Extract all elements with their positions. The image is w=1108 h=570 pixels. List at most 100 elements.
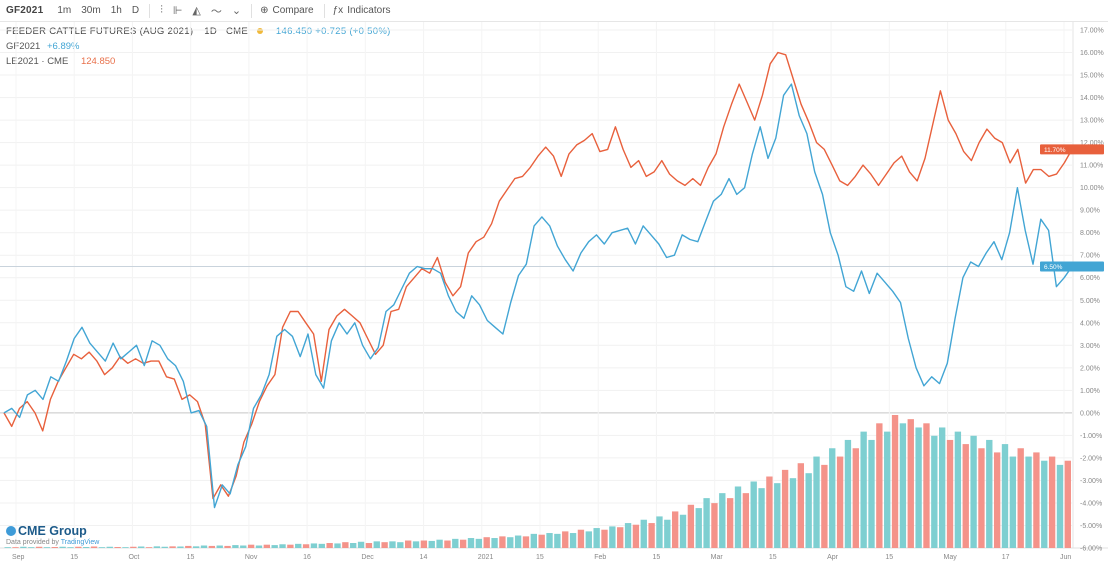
volume-bar (546, 533, 553, 548)
y-tick-label: -6.00% (1080, 546, 1102, 553)
volume-bar (232, 545, 239, 548)
volume-bar (836, 456, 844, 548)
volume-bar (499, 536, 506, 548)
volume-bar (310, 543, 318, 548)
grid-lines (0, 22, 1108, 549)
volume-bar (585, 531, 592, 548)
y-tick-label: -3.00% (1080, 478, 1102, 485)
volume-bar (844, 439, 852, 548)
volume-bar (758, 488, 765, 548)
price-tag-label-1: 11.70% (1044, 147, 1066, 154)
volume-bar (216, 545, 223, 548)
volume-bar (240, 545, 247, 548)
legend-exchange: CME (225, 26, 248, 37)
y-tick-label: 2.00% (1080, 365, 1100, 372)
legend-series-2: GF2021 +6.89% (6, 41, 79, 52)
line-style-icon[interactable]: 〜 (210, 5, 222, 18)
volume-bar (106, 546, 113, 548)
x-tick-label: 15 (187, 554, 195, 561)
volume-bar (931, 435, 938, 548)
volume-bar (562, 531, 569, 548)
interval-1h[interactable]: 1h (110, 5, 122, 16)
volume-bar (719, 493, 726, 548)
volume-bar (703, 498, 710, 548)
volume-bar (420, 540, 428, 548)
toolbar-divider (323, 3, 325, 18)
area-style-icon[interactable]: ◭ (192, 5, 201, 17)
volume-bar (381, 542, 388, 548)
volume-bar (483, 537, 490, 548)
volume-bar (114, 547, 121, 548)
volume-bar (679, 514, 687, 548)
volume-bar (805, 473, 812, 548)
candles-style-icon[interactable]: ⊩ (172, 5, 183, 17)
x-axis: Sep 15 Oct 15 Nov 16 Dec 14 2021 15 Feb 15 Mar 15 Apr 1… (12, 554, 1071, 561)
plus-circle-icon: ⊕ (260, 5, 269, 16)
volume-bar (593, 528, 600, 548)
volume-bar (876, 423, 883, 548)
volume-bar (295, 543, 302, 548)
volume-bar (20, 546, 27, 548)
volume-bar (954, 431, 962, 548)
chevron-down-icon[interactable]: ⌄ (231, 5, 242, 17)
y-axis: 17.00% 16.00% 15.00% 14.00% 13.00% 12.00% 11.0… (1080, 28, 1104, 553)
volume-bar (907, 419, 914, 548)
volume-bar (185, 545, 192, 548)
volume-bar (318, 543, 325, 548)
y-tick-label: -5.00% (1080, 523, 1102, 530)
x-tick-label: 15 (652, 554, 660, 561)
volume-bar (923, 423, 930, 548)
volume-bar (852, 448, 859, 548)
volume-bar (774, 483, 781, 548)
volume-bar (365, 543, 373, 548)
volume-bar (687, 504, 695, 548)
y-tick-label: 7.00% (1080, 253, 1100, 260)
volume-bar (90, 546, 98, 548)
logo-brand: CME Group (18, 524, 87, 538)
y-tick-label: 11.00% (1080, 163, 1103, 170)
volume-bar (255, 545, 263, 548)
x-tick-label: Sep (12, 554, 25, 561)
volume-bar (467, 538, 475, 548)
volume-bar (326, 543, 333, 548)
volume-bar (405, 540, 412, 548)
volume-bar (28, 547, 35, 548)
volume-bar (138, 546, 145, 548)
volume-bar (899, 423, 907, 548)
volume-bar (656, 516, 663, 548)
volume-bar (648, 523, 655, 548)
series-line-1 (3, 51, 1073, 500)
price-tag-1 (1040, 144, 1104, 155)
volume-bar (577, 529, 585, 548)
y-tick-label: 4.00% (1080, 320, 1100, 327)
volume-bar (247, 544, 255, 548)
volume-bar (1025, 456, 1032, 548)
x-tick-label: Jun (1060, 554, 1071, 561)
volume-bar (538, 534, 545, 548)
bars-style-icon[interactable]: ⫶ (160, 4, 163, 16)
y-tick-label: 10.00% (1080, 185, 1104, 192)
legend-series3-value: 124.850 (80, 56, 116, 67)
volume-bar (98, 547, 106, 548)
volume-bar (1041, 460, 1048, 548)
volume-bar (813, 456, 820, 548)
volume-bar (169, 546, 176, 548)
volume-bar (177, 546, 184, 548)
volume-bar (192, 546, 200, 548)
volume-bar (868, 439, 875, 548)
symbol-search[interactable]: GF2021 (6, 5, 44, 16)
x-tick-label: 15 (70, 554, 78, 561)
volume-bar (1064, 460, 1071, 548)
indicators-button[interactable]: ƒx Indicators (333, 5, 391, 16)
compare-button[interactable]: ⊕ Compare (260, 5, 314, 16)
x-tick-label: Oct (128, 554, 139, 561)
interval-d[interactable]: D (131, 5, 140, 16)
interval-1m[interactable]: 1m (57, 5, 72, 16)
interval-30m[interactable]: 30m (81, 5, 101, 16)
volume-bar (357, 541, 365, 548)
x-tick-label: Mar (711, 554, 724, 561)
y-tick-label: 14.00% (1080, 95, 1104, 102)
volume-bar (342, 542, 349, 548)
volume-bar (1048, 456, 1056, 548)
